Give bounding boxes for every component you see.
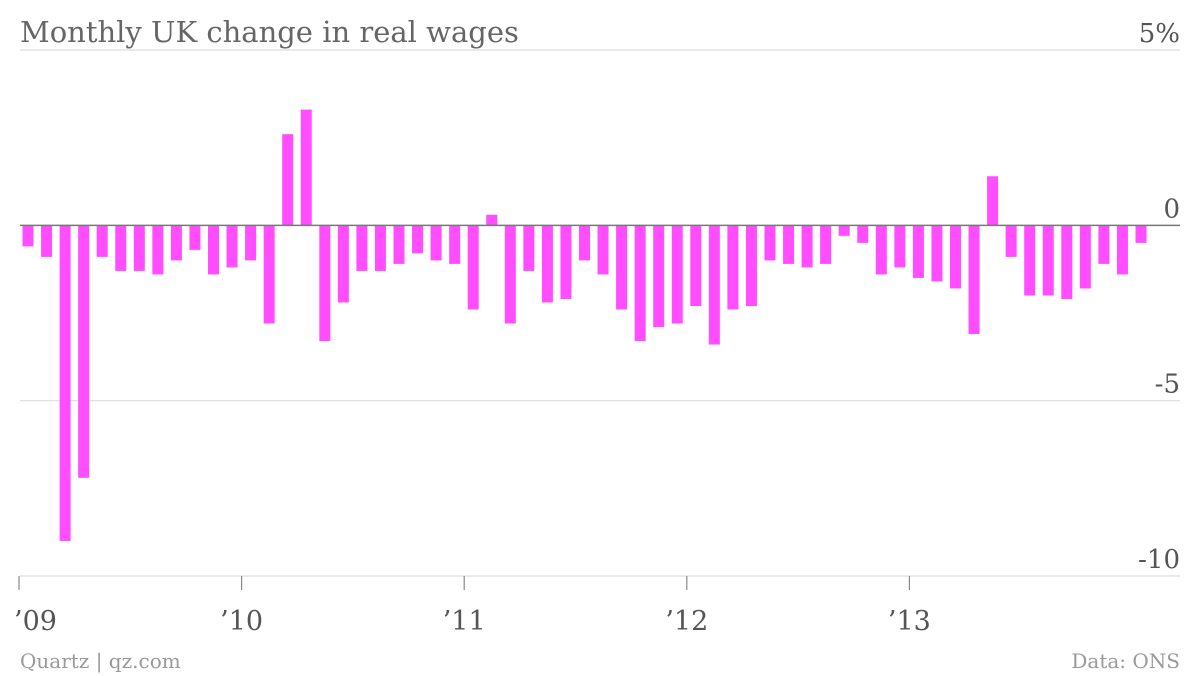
bar bbox=[189, 225, 201, 250]
bar bbox=[931, 225, 943, 282]
bar bbox=[263, 225, 275, 324]
bar bbox=[1061, 225, 1073, 299]
bar bbox=[1116, 225, 1128, 275]
bar bbox=[597, 225, 609, 275]
x-tick-label: ’13 bbox=[888, 606, 931, 637]
bar bbox=[783, 225, 795, 264]
bar bbox=[152, 225, 164, 275]
bar bbox=[430, 225, 442, 261]
bar bbox=[412, 225, 424, 254]
bar bbox=[968, 225, 980, 335]
bar bbox=[374, 225, 386, 271]
bar bbox=[1098, 225, 1110, 264]
bar bbox=[875, 225, 887, 275]
y-axis-ticks: 5% 0 -5 -10 bbox=[1138, 19, 1180, 575]
bar bbox=[894, 225, 906, 268]
bar bbox=[115, 225, 127, 271]
bar bbox=[319, 225, 331, 342]
bar bbox=[671, 225, 683, 324]
y-tick-label: 5% bbox=[1139, 19, 1180, 49]
bar bbox=[745, 225, 757, 306]
chart-title: Monthly UK change in real wages bbox=[20, 15, 519, 49]
bar bbox=[1135, 225, 1147, 243]
bar bbox=[41, 225, 53, 257]
bar bbox=[987, 176, 999, 226]
bar bbox=[838, 225, 850, 236]
x-tick-label: ’11 bbox=[443, 606, 486, 637]
x-tick-label: ’12 bbox=[665, 606, 708, 637]
bar bbox=[1042, 225, 1054, 296]
bar bbox=[486, 214, 498, 226]
bar bbox=[356, 225, 368, 271]
x-axis-ticks: ’09 ’10 ’11 ’12 ’13 bbox=[14, 576, 931, 637]
bar bbox=[579, 225, 590, 261]
bar bbox=[950, 225, 961, 289]
bar bbox=[857, 225, 869, 243]
bar bbox=[690, 225, 702, 306]
bar bbox=[96, 225, 108, 257]
bar bbox=[634, 225, 646, 342]
source-left: Quartz | qz.com bbox=[20, 649, 181, 674]
y-tick-label: -10 bbox=[1138, 545, 1180, 575]
bar bbox=[170, 225, 182, 261]
bar bbox=[300, 109, 312, 226]
bar bbox=[1079, 225, 1091, 289]
bar bbox=[1024, 225, 1036, 296]
bar bbox=[22, 225, 34, 247]
bar bbox=[208, 225, 219, 275]
bar bbox=[523, 225, 535, 271]
bar bbox=[504, 225, 516, 324]
bars bbox=[22, 109, 1147, 541]
bar bbox=[541, 225, 553, 303]
bar bbox=[801, 225, 813, 268]
bar bbox=[282, 134, 294, 226]
source-right: Data: ONS bbox=[1071, 649, 1180, 673]
bar bbox=[78, 225, 90, 478]
bar bbox=[245, 225, 257, 261]
bar bbox=[1005, 225, 1017, 257]
bar bbox=[708, 225, 720, 345]
gridlines bbox=[20, 49, 1180, 577]
bar bbox=[226, 225, 238, 268]
bar bbox=[133, 225, 145, 271]
x-tick-label: ’10 bbox=[220, 606, 263, 637]
bar bbox=[653, 225, 665, 328]
bar bbox=[449, 225, 461, 264]
bar bbox=[727, 225, 739, 310]
bar bbox=[616, 225, 628, 310]
bar bbox=[764, 225, 776, 261]
bar bbox=[467, 225, 479, 310]
bar bbox=[560, 225, 572, 299]
bar bbox=[59, 225, 71, 541]
y-tick-label: 0 bbox=[1163, 194, 1180, 224]
x-tick-label: ’09 bbox=[14, 606, 57, 637]
bar bbox=[820, 225, 832, 264]
y-tick-label: -5 bbox=[1155, 370, 1180, 400]
bar bbox=[912, 225, 924, 278]
bar bbox=[337, 225, 349, 303]
bar bbox=[393, 225, 405, 264]
